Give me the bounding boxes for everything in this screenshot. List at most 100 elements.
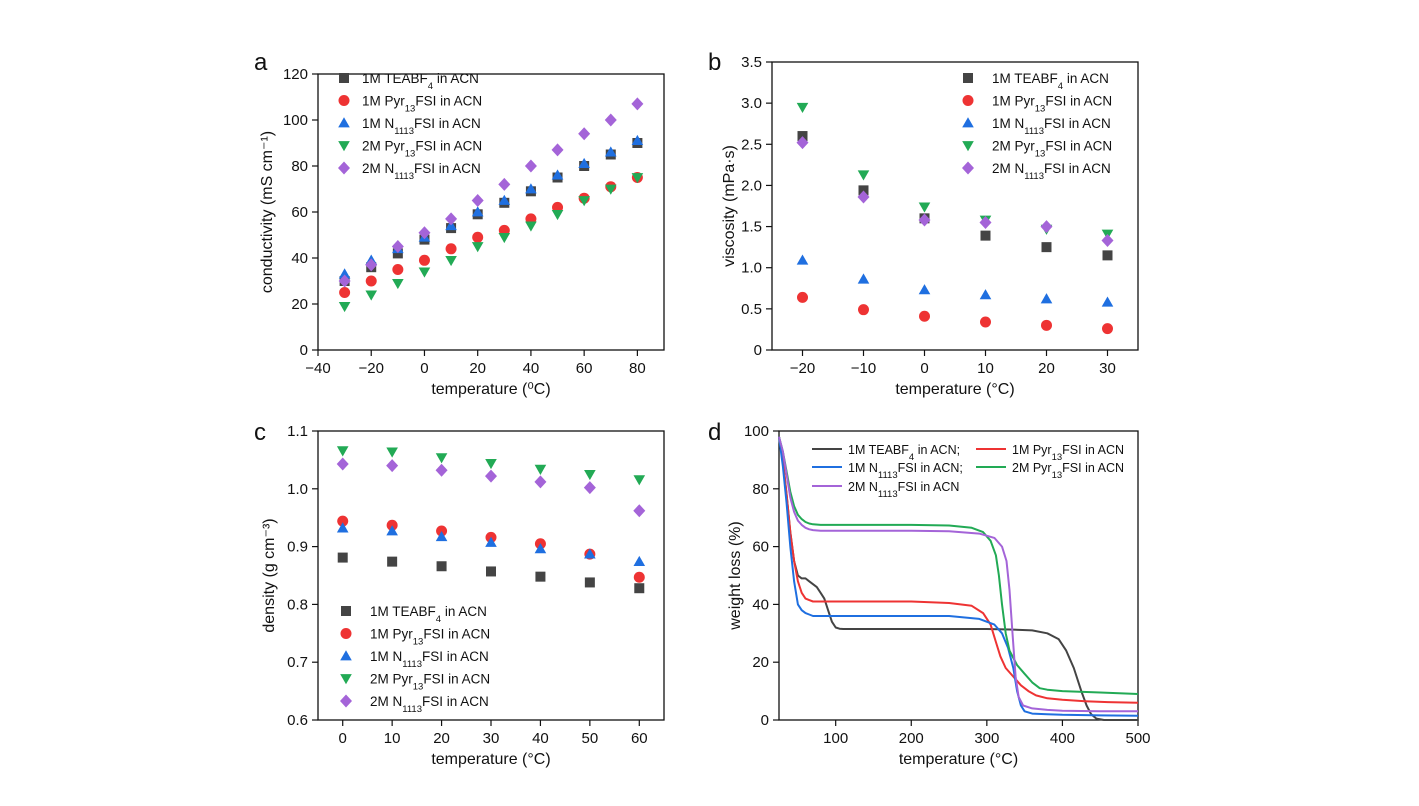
series-2 [336, 522, 646, 566]
data-point [337, 552, 348, 563]
data-point [391, 240, 404, 253]
y-axis-label: density (g cm⁻³) [261, 518, 278, 632]
legend-entry: 1M N1113FSI in ACN [370, 649, 489, 670]
y-tick-label: 40 [291, 250, 308, 267]
series-3 [336, 446, 646, 486]
data-point [979, 215, 992, 229]
x-tick-label: 40 [532, 730, 549, 747]
y-tick-label: 0.6 [287, 712, 308, 729]
data-point [604, 113, 617, 127]
y-axis-label: weight loss (%) [727, 521, 744, 630]
data-point [365, 275, 377, 287]
data-point [392, 278, 404, 290]
y-tick-label: 0.5 [741, 301, 762, 318]
data-point [631, 173, 644, 184]
data-point [918, 202, 931, 213]
data-point [857, 190, 870, 204]
legend-marker [338, 95, 350, 106]
data-point [797, 291, 808, 303]
x-tick-label: 300 [974, 730, 999, 747]
x-axis-label: temperature (°C) [899, 751, 1018, 768]
legend-entry: 1M Pyr13FSI in ACN [992, 94, 1112, 115]
legend-entry: 1M N1113FSI in ACN; [848, 461, 963, 481]
x-tick-label: 60 [631, 730, 648, 747]
legend-marker [340, 650, 352, 661]
x-tick-label: 20 [433, 730, 450, 747]
legend-entry: 2M N1113FSI in ACN [362, 161, 481, 182]
legend-entry: 1M TEABF4 in ACN [370, 604, 487, 625]
y-tick-label: 1.0 [741, 260, 762, 277]
y-tick-label: 0.7 [287, 654, 308, 671]
data-point [1041, 242, 1052, 253]
plot-frame [771, 61, 1139, 351]
series-3 [338, 173, 644, 313]
data-point [980, 316, 991, 328]
legend-marker [962, 95, 974, 106]
y-tick-label: 100 [283, 112, 308, 129]
x-tick-label: 0 [339, 730, 347, 747]
data-point [578, 196, 590, 207]
legend-entry: 1M Pyr13FSI in ACN [1012, 443, 1124, 463]
y-tick-label: 60 [752, 539, 769, 556]
x-tick-label: 10 [384, 730, 401, 747]
data-point [435, 530, 448, 542]
legend-entry: 1M TEABF4 in ACN [362, 71, 479, 92]
legend-entry: 1M N1113FSI in ACN [362, 116, 481, 137]
data-point [633, 571, 645, 583]
data-point [524, 159, 537, 173]
y-tick-label: 1.5 [741, 219, 762, 236]
x-tick-label: 20 [469, 360, 486, 377]
y-axis-label: viscosity (mPa·s) [721, 145, 738, 267]
x-tick-label: 10 [977, 360, 994, 377]
data-point [633, 504, 646, 518]
legend-entry: 1M TEABF4 in ACN; [848, 443, 960, 463]
data-point [918, 213, 931, 227]
data-point [633, 475, 646, 486]
y-tick-label: 0.9 [287, 539, 308, 556]
y-tick-label: 80 [752, 481, 769, 498]
data-point [979, 289, 992, 300]
data-point [604, 146, 617, 157]
x-axis-label: temperature (°C) [895, 381, 1014, 398]
data-point [1041, 319, 1052, 331]
data-point [485, 459, 497, 470]
data-point [980, 230, 991, 241]
x-tick-label: −20 [790, 360, 815, 377]
x-tick-label: −40 [305, 360, 330, 377]
data-point [857, 170, 870, 181]
panel-letter: b [708, 49, 721, 76]
data-point [796, 136, 809, 150]
data-point [418, 267, 431, 278]
panel-d: 100 200 300 400 500 0 20 40 60 80 100 temperature (… [708, 419, 1151, 768]
legend-entry: 2M N1113FSI in ACN [370, 694, 489, 715]
series-line [778, 436, 1139, 717]
legend-marker [339, 73, 349, 83]
x-tick-label: 0 [920, 360, 928, 377]
data-point [633, 555, 646, 566]
data-point [435, 463, 448, 477]
data-point [525, 221, 537, 232]
data-point [1101, 234, 1114, 248]
data-point [525, 183, 537, 194]
data-point [418, 226, 431, 240]
data-point [796, 254, 809, 265]
data-point [551, 143, 564, 157]
series-line [778, 436, 1139, 695]
legend-marker [341, 606, 351, 616]
data-point [337, 515, 349, 527]
data-point [386, 447, 398, 458]
y-tick-label: 20 [752, 654, 769, 671]
legend-marker [340, 628, 352, 639]
data-point [435, 453, 448, 464]
y-tick-label: 3.0 [741, 95, 762, 112]
x-tick-label: −20 [359, 360, 384, 377]
data-point [578, 157, 590, 169]
data-point [445, 255, 457, 267]
y-tick-label: 2.0 [741, 177, 762, 194]
panel-letter: d [708, 419, 721, 446]
legend-marker [962, 161, 974, 175]
data-point [858, 185, 869, 196]
legend-marker [338, 161, 350, 175]
